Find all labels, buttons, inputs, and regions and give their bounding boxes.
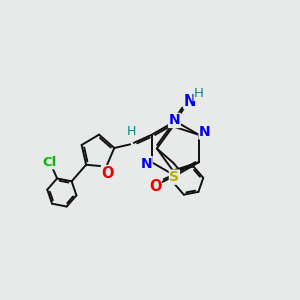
Text: H: H [194, 87, 204, 100]
Text: O: O [102, 166, 114, 181]
Text: Cl: Cl [42, 156, 56, 169]
Text: H: H [127, 125, 136, 138]
Text: N: N [184, 94, 196, 109]
Text: N: N [199, 125, 211, 139]
Text: N: N [169, 113, 180, 128]
Text: O: O [149, 179, 161, 194]
Text: S: S [169, 170, 179, 184]
Text: N: N [140, 157, 152, 171]
